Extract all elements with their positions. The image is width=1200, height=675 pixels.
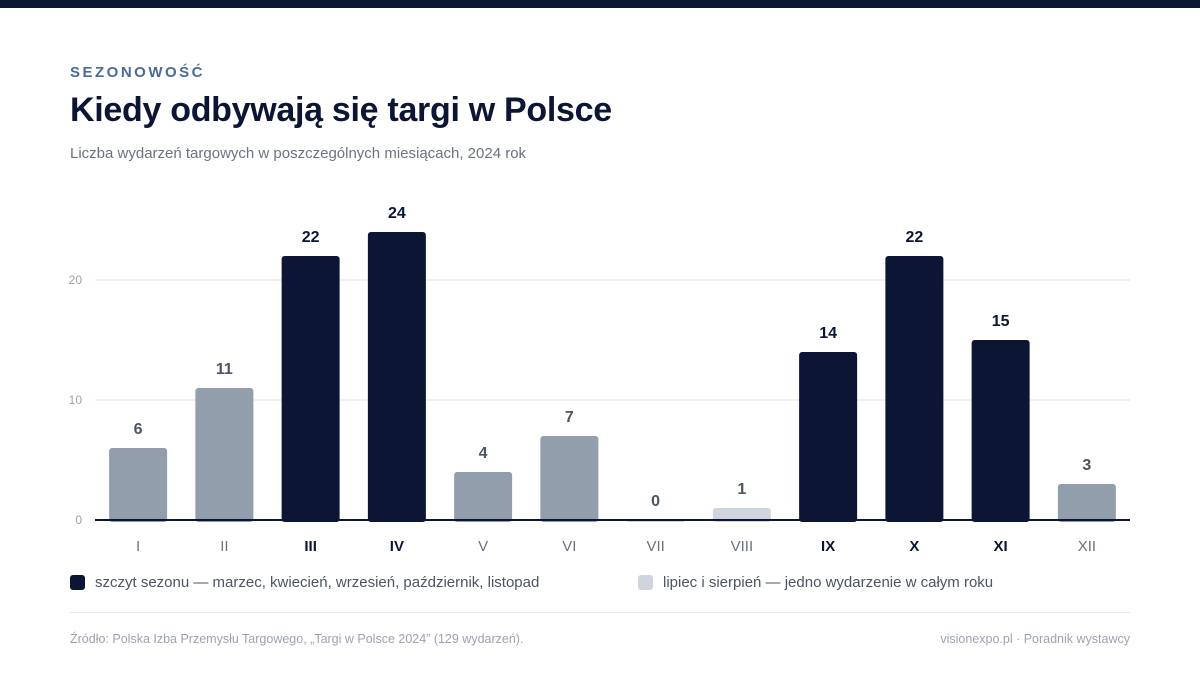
y-tick-label: 0	[75, 513, 82, 527]
x-tick-label: V	[478, 538, 488, 555]
bar	[712, 508, 771, 522]
x-tick-label: VII	[646, 538, 664, 555]
x-tick-label: II	[220, 538, 228, 555]
section-eyebrow: SEZONOWOŚĆ	[70, 64, 206, 81]
y-tick-label: 10	[69, 393, 83, 407]
bar	[281, 256, 340, 522]
bar-value-label: 22	[302, 229, 320, 246]
bar	[885, 256, 944, 522]
bar-value-label: 7	[565, 409, 574, 426]
bar	[971, 340, 1030, 522]
legend-item-peak: szczyt sezonu — marzec, kwiecień, wrzesi…	[70, 574, 539, 591]
x-tick-label: XI	[994, 538, 1008, 555]
bar-value-label: 22	[905, 229, 923, 246]
bar-value-label: 24	[388, 205, 406, 222]
x-tick-label: I	[136, 538, 140, 555]
bar	[799, 352, 858, 522]
source-note: Źródło: Polska Izba Przemysłu Targowego,…	[70, 632, 524, 646]
brand-note: visionexpo.pl · Poradnik wystawcy	[940, 632, 1130, 646]
bar-value-label: 3	[1082, 457, 1091, 474]
footer-divider	[70, 612, 1130, 613]
legend-item-low: lipiec i sierpień — jedno wydarzenie w c…	[638, 574, 993, 591]
chart-title: Kiedy odbywają się targi w Polsce	[70, 91, 612, 129]
bar-value-label: 1	[737, 481, 746, 498]
bar-value-label: 11	[216, 361, 233, 378]
bar-value-label: 6	[134, 421, 143, 438]
chart-subtitle: Liczba wydarzeń targowych w poszczególny…	[70, 145, 527, 162]
legend-swatch-peak	[70, 575, 85, 590]
legend-swatch-low	[638, 575, 653, 590]
bar	[195, 388, 254, 522]
bar-chart: 0 10 20 6 I 11 II 22 III 24 IV 4 V 7 VI 0 VII 1 VIII 14 IX 22…	[69, 205, 1130, 555]
bar-value-label: 4	[479, 445, 488, 462]
bar-value-label: 14	[819, 325, 837, 342]
x-tick-label: XII	[1078, 538, 1096, 555]
bar	[109, 448, 168, 522]
x-tick-label: IX	[821, 538, 835, 555]
x-tick-label: IV	[390, 538, 404, 555]
x-tick-label: VIII	[731, 538, 754, 555]
top-accent-bar	[0, 0, 1200, 8]
legend-label-low: lipiec i sierpień — jedno wydarzenie w c…	[663, 574, 994, 591]
bar	[1057, 484, 1116, 522]
bar	[454, 472, 513, 522]
bar-value-label: 15	[992, 313, 1010, 330]
y-tick-label: 20	[69, 273, 83, 287]
legend-label-peak: szczyt sezonu — marzec, kwiecień, wrzesi…	[95, 574, 540, 591]
bar-value-label: 0	[651, 493, 660, 510]
x-tick-label: X	[909, 538, 919, 555]
bar	[540, 436, 599, 522]
bar	[367, 232, 426, 522]
x-tick-label: VI	[562, 538, 576, 555]
x-tick-label: III	[304, 538, 317, 555]
